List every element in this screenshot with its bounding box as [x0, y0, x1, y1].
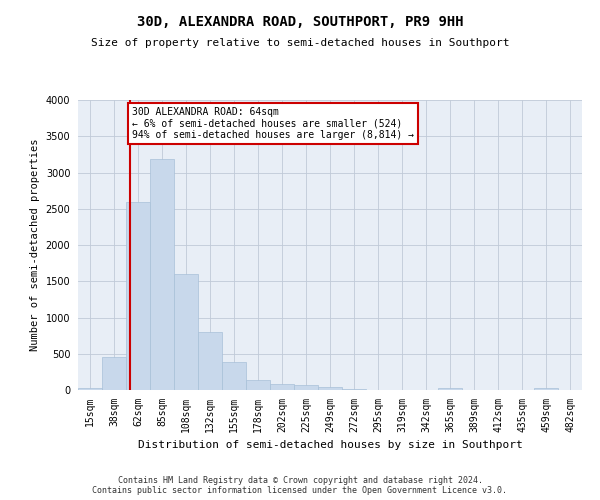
Bar [246, 380, 270, 390]
Text: Contains HM Land Registry data © Crown copyright and database right 2024.
Contai: Contains HM Land Registry data © Crown c… [92, 476, 508, 495]
Bar [198, 332, 222, 390]
Bar [126, 202, 150, 390]
Bar [102, 357, 126, 390]
Bar [270, 384, 294, 390]
Text: 30D, ALEXANDRA ROAD, SOUTHPORT, PR9 9HH: 30D, ALEXANDRA ROAD, SOUTHPORT, PR9 9HH [137, 15, 463, 29]
Bar [294, 385, 318, 390]
Bar [174, 274, 198, 390]
Bar [78, 388, 102, 390]
Bar [150, 158, 174, 390]
Bar [222, 362, 246, 390]
Text: 30D ALEXANDRA ROAD: 64sqm
← 6% of semi-detached houses are smaller (524)
94% of : 30D ALEXANDRA ROAD: 64sqm ← 6% of semi-d… [132, 108, 414, 140]
X-axis label: Distribution of semi-detached houses by size in Southport: Distribution of semi-detached houses by … [137, 440, 523, 450]
Bar [438, 388, 462, 390]
Y-axis label: Number of semi-detached properties: Number of semi-detached properties [30, 138, 40, 352]
Bar [534, 388, 558, 390]
Text: Size of property relative to semi-detached houses in Southport: Size of property relative to semi-detach… [91, 38, 509, 48]
Bar [318, 387, 342, 390]
